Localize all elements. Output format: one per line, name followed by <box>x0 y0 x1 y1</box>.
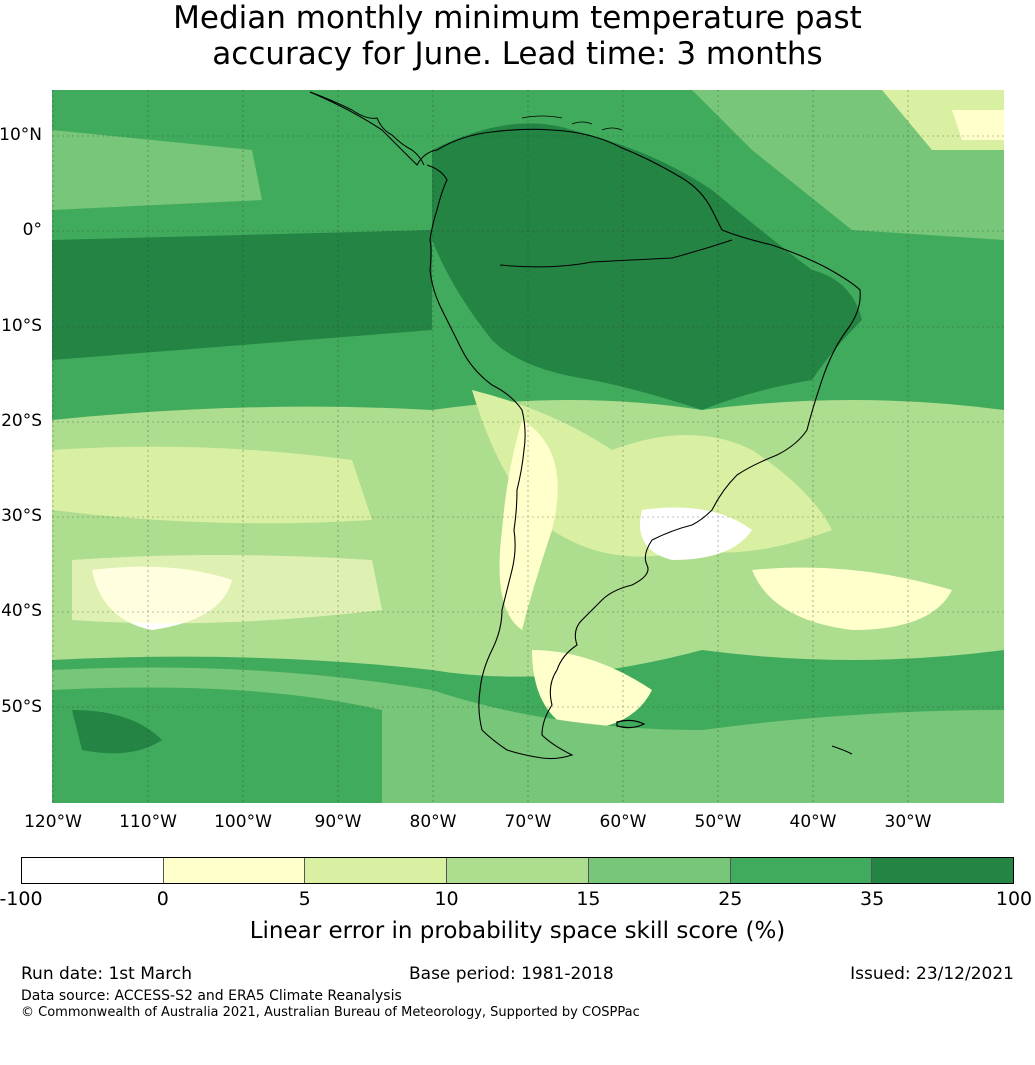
colorbar-tick-label: 35 <box>860 888 885 910</box>
lat-label-0: 0° <box>22 220 42 240</box>
lon-label-80w: 80°W <box>409 812 457 832</box>
skill-patch-equatorial <box>52 230 432 360</box>
lon-label-30w: 30°W <box>884 812 932 832</box>
skill-patch-south-atlantic-pale <box>752 567 952 630</box>
skill-patch-patagonia-pale <box>532 650 652 730</box>
skill-score-map <box>52 90 1004 803</box>
colorbar-segment-2 <box>305 858 448 883</box>
map-title: Median monthly minimum temperature past … <box>0 0 1035 72</box>
colorbar-tick-label: 0 <box>156 888 169 910</box>
lon-label-60w: 60°W <box>599 812 647 832</box>
copyright: © Commonwealth of Australia 2021, Austra… <box>21 1005 640 1020</box>
lon-label-120w: 120°W <box>24 812 82 832</box>
skill-patch-pacific-light <box>52 446 372 524</box>
lon-label-100w: 100°W <box>214 812 272 832</box>
colorbar-tick-label: 100 <box>995 888 1033 910</box>
coastline-south-georgia <box>831 745 853 755</box>
colorbar-label: Linear error in probability space skill … <box>249 918 786 944</box>
river-amazon <box>499 239 733 268</box>
skill-patch-amazon <box>432 123 862 411</box>
base-period: Base period: 1981-2018 <box>409 964 614 984</box>
colorbar-ticks: -100 0 5 10 15 25 35 100 <box>0 888 1035 912</box>
colorbar-segment-5 <box>730 858 873 883</box>
colorbar-segment-6 <box>872 858 1014 883</box>
skill-patch-southern-pacific <box>52 687 382 803</box>
lat-label-10s: 10°S <box>1 316 42 336</box>
map-gridlines <box>52 90 1004 803</box>
lat-label-50s: 50°S <box>1 697 42 717</box>
coastline-central-america <box>309 91 425 166</box>
lon-label-40w: 40°W <box>789 812 837 832</box>
colorbar <box>21 857 1014 884</box>
data-source: Data source: ACCESS-S2 and ERA5 Climate … <box>21 988 402 1004</box>
lat-label-20s: 20°S <box>1 411 42 431</box>
title-line-1: Median monthly minimum temperature past <box>173 0 862 36</box>
colorbar-tick-label: 5 <box>298 888 311 910</box>
map-graphic <box>52 90 1004 803</box>
issued-date: Issued: 23/12/2021 <box>850 964 1014 984</box>
skill-patch-ne-pale <box>952 110 1004 140</box>
run-date: Run date: 1st March <box>21 964 193 984</box>
skill-patch-andes-pale <box>499 420 558 630</box>
lon-label-110w: 110°W <box>119 812 177 832</box>
colorbar-segment-1 <box>163 858 306 883</box>
colorbar-segment-4 <box>588 858 731 883</box>
skill-patch-continent-light <box>472 390 832 557</box>
skill-patch-south-pacific-pale <box>72 555 382 624</box>
colorbar-segment-0 <box>22 858 164 883</box>
title-line-2: accuracy for June. Lead time: 3 months <box>212 36 823 72</box>
coastline-caribbean <box>521 115 623 131</box>
colorbar-tick-label: -100 <box>0 888 43 910</box>
colorbar-tick-label: 10 <box>434 888 459 910</box>
lon-label-90w: 90°W <box>314 812 362 832</box>
lat-label-30s: 30°S <box>1 506 42 526</box>
coastline-falklands <box>616 719 646 729</box>
skill-patch-plata-white <box>640 507 752 560</box>
lat-label-40s: 40°S <box>1 601 42 621</box>
skill-patch-nw <box>52 130 262 210</box>
lon-label-50w: 50°W <box>694 812 742 832</box>
colorbar-tick-label: 25 <box>718 888 743 910</box>
colorbar-segment-3 <box>447 858 589 883</box>
lat-label-10n: 10°N <box>0 125 42 145</box>
lon-label-70w: 70°W <box>504 812 552 832</box>
skill-patch-sw-dark <box>72 710 162 754</box>
coastline-south-america <box>309 91 861 760</box>
colorbar-tick-label: 15 <box>576 888 601 910</box>
